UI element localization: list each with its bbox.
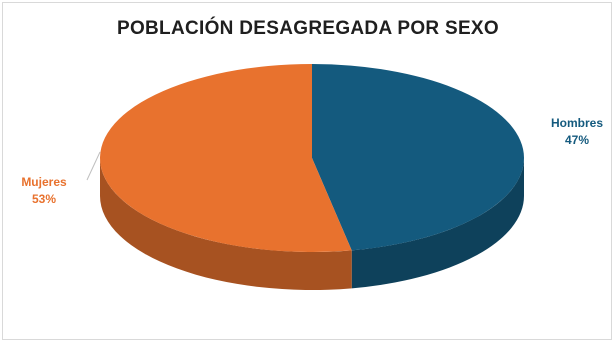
data-label-mujeres-percent: 53% <box>32 192 56 206</box>
pie-slice-hombres <box>312 64 525 251</box>
data-label-hombres-category: Hombres <box>551 116 603 130</box>
chart-title: POBLACIÓN DESAGREGADA POR SEXO <box>116 18 499 39</box>
leader-line-mujeres <box>86 151 101 181</box>
data-label-hombres-percent: 47% <box>565 133 589 147</box>
pie-side-mujeres <box>100 158 352 290</box>
pie-side-hombres <box>351 158 524 289</box>
pie-slice-mujeres <box>100 64 352 252</box>
data-label-mujeres-category: Mujeres <box>21 175 67 189</box>
